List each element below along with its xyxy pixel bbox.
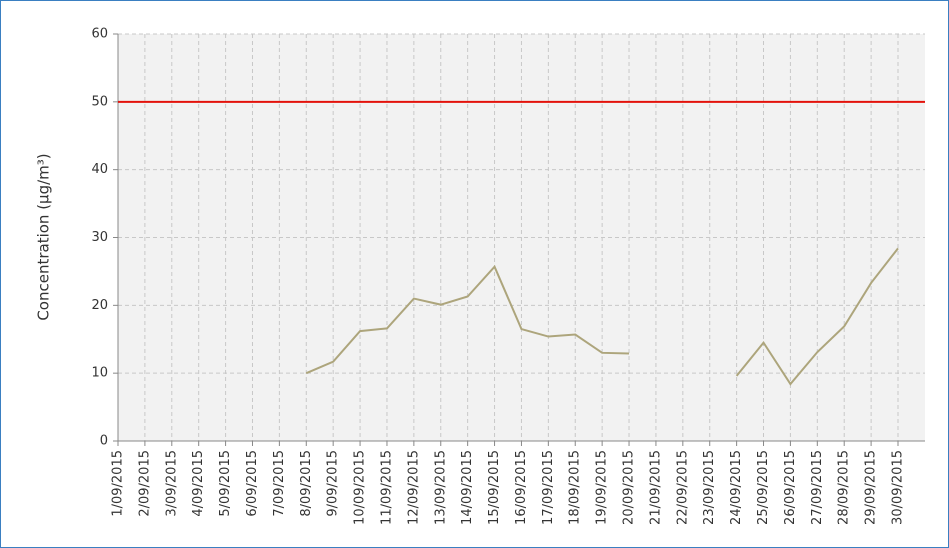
x-tick-label: 7/09/2015 <box>272 450 287 517</box>
x-tick-label: 27/09/2015 <box>810 450 825 525</box>
y-tick-label: 40 <box>91 162 108 177</box>
y-tick-label: 0 <box>100 434 108 449</box>
x-tick-label: 21/09/2015 <box>648 450 663 525</box>
x-tick-label: 10/09/2015 <box>353 450 368 525</box>
x-tick-label: 11/09/2015 <box>379 450 394 525</box>
x-tick-label: 20/09/2015 <box>622 450 637 525</box>
x-tick-label: 3/09/2015 <box>164 450 179 517</box>
y-tick-label: 50 <box>91 94 108 109</box>
series-line <box>305 247 899 386</box>
x-tick-label: 28/09/2015 <box>837 450 852 525</box>
x-tick-label: 29/09/2015 <box>864 450 879 525</box>
x-tick-label: 1/09/2015 <box>111 450 126 517</box>
y-axis-label: Concentration (μg/m³) <box>35 153 53 320</box>
x-tick-label: 26/09/2015 <box>783 450 798 525</box>
x-tick-label: 12/09/2015 <box>406 450 421 525</box>
x-tick-label: 2/09/2015 <box>137 450 152 517</box>
x-tick-label: 30/09/2015 <box>891 450 906 525</box>
x-tick-label: 16/09/2015 <box>514 450 529 525</box>
x-tick-label: 22/09/2015 <box>675 450 690 525</box>
x-tick-label: 24/09/2015 <box>729 450 744 525</box>
x-tick-label: 9/09/2015 <box>326 450 341 517</box>
x-tick-label: 4/09/2015 <box>191 450 206 517</box>
y-tick-label: 10 <box>91 366 108 381</box>
x-tick-label: 23/09/2015 <box>702 450 717 525</box>
y-tick-label: 30 <box>91 230 108 245</box>
x-tick-label: 17/09/2015 <box>541 450 556 525</box>
x-tick-label: 14/09/2015 <box>460 450 475 525</box>
x-tick-label: 18/09/2015 <box>568 450 583 525</box>
x-tick-label: 5/09/2015 <box>218 450 233 517</box>
x-tick-label: 19/09/2015 <box>595 450 610 525</box>
y-tick-label: 60 <box>91 27 108 42</box>
x-tick-label: 25/09/2015 <box>756 450 771 525</box>
x-tick-label: 8/09/2015 <box>299 450 314 517</box>
x-tick-label: 15/09/2015 <box>487 450 502 525</box>
x-tick-label: 13/09/2015 <box>433 450 448 525</box>
y-tick-label: 20 <box>91 298 108 313</box>
x-tick-label: 6/09/2015 <box>245 450 260 517</box>
